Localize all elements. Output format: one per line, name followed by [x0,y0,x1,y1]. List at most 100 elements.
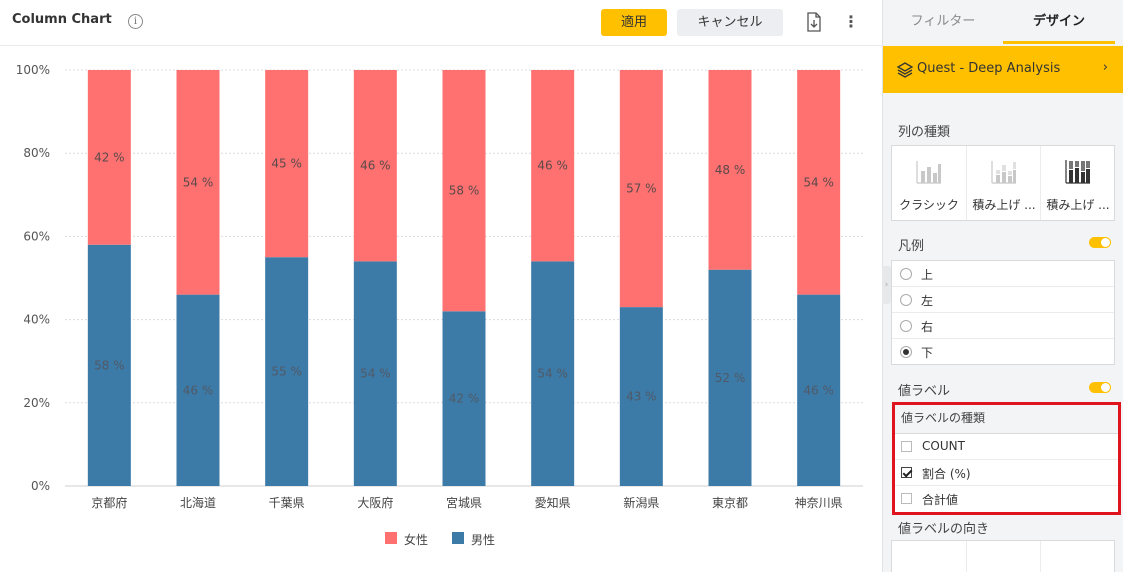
column-type-classic[interactable]: クラシック [892,146,966,220]
legend-label-male: 男性 [471,533,496,547]
checkbox-checked[interactable] [901,467,912,478]
x-tick-label: 千葉県 [269,496,305,510]
data-label-male: 58 % [94,358,125,372]
value-label-type-options: COUNT 割合 (%) 合計値 [895,433,1118,512]
data-label-female: 57 % [626,182,657,196]
column-type-classic-label: クラシック [899,198,959,212]
column-type-stacked-100-label: 積み上げ ... [1046,198,1110,212]
bar-segment-female [265,70,309,258]
radio-button[interactable] [900,320,912,332]
column-type-stacked-label: 積み上げ ... [972,198,1036,212]
bar-segment-female [797,70,841,295]
column-classic-icon [916,161,941,184]
design-panel: フィルター デザイン Quest - Deep Analysis › 列の種類 [882,0,1123,572]
column-stacked-icon [991,161,1016,184]
info-icon[interactable]: i [128,14,143,29]
data-label-female: 54 % [803,175,834,189]
legend-option-top[interactable]: 上 [892,261,1114,287]
active-tab-indicator [1003,41,1115,44]
stacked-column-chart: 0% 20% 40% 60% 80% 100% 58 % 42 % 京都府 46 % 54 % 北海道… [16,63,863,510]
x-tick-label: 京都府 [91,495,127,510]
checkbox[interactable] [901,441,912,452]
direction-option[interactable] [1040,541,1114,572]
bar-segment-male [619,307,663,486]
checkbox[interactable] [901,493,912,504]
data-label-female: 46 % [360,159,391,173]
data-label-male: 43 % [626,390,657,404]
bar-segment-male [797,294,841,486]
bar-segment-female [531,70,575,262]
bar-segment-male [87,244,131,486]
data-label-male: 54 % [360,367,391,381]
legend-swatch-female [385,532,397,544]
x-tick-label: 愛知県 [535,496,571,510]
bar-segment-male [265,257,309,486]
legend-option-label: 左 [921,294,934,308]
value-type-label: 合計値 [922,493,959,507]
value-label-toggle[interactable] [1089,382,1111,393]
bar-segment-male [442,311,486,486]
legend-section-label: 凡例 [898,239,925,254]
column-type-stacked-100[interactable]: 積み上げ ... [1040,146,1114,220]
bar-segment-female [442,70,486,312]
data-label-male: 55 % [271,365,302,379]
legend-toggle[interactable] [1089,237,1111,248]
column-stacked-100-icon [1065,160,1090,184]
dataset-label: Quest - Deep Analysis [917,61,1061,76]
data-label-female: 42 % [94,150,125,164]
value-label-direction-options [891,540,1115,572]
column-type-selector: クラシック 積み上げ ... [891,145,1115,221]
legend-label-female: 女性 [404,533,429,547]
column-type-stacked[interactable]: 積み上げ ... [966,146,1040,220]
value-label-type-highlight: 値ラベルの種類 COUNT 割合 (%) 合計値 [892,402,1121,515]
x-tick-label: 北海道 [180,495,216,510]
column-type-label: 列の種類 [898,125,951,140]
direction-option[interactable] [892,541,966,572]
bar-segment-female [353,70,397,262]
legend-option-label: 右 [921,320,934,334]
legend-option-right[interactable]: 右 [892,313,1114,339]
value-label-direction-label: 値ラベルの向き [898,522,990,537]
value-type-count[interactable]: COUNT [895,434,1118,460]
direction-option[interactable] [966,541,1040,572]
x-tick-label: 東京都 [712,496,748,510]
chart-title: Column Chart [12,12,112,27]
apply-button[interactable]: 適用 [601,9,667,36]
tab-design[interactable]: デザイン [1032,14,1085,29]
data-label-male: 52 % [715,371,746,385]
value-type-label: COUNT [922,439,965,453]
bar-segment-male [176,294,220,486]
y-tick-label: 80% [23,146,50,160]
value-type-sum[interactable]: 合計値 [895,486,1118,512]
cancel-button[interactable]: キャンセル [677,9,783,36]
data-label-male: 46 % [183,383,214,397]
bar-segment-female [87,70,131,245]
radio-button[interactable] [900,268,912,280]
value-type-label: 割合 (%) [922,467,971,481]
chart-toolbar: Column Chart i 適用 キャンセル ⋮ [0,0,882,46]
x-tick-label: 大阪府 [357,495,393,510]
legend-option-bottom[interactable]: 下 [892,339,1114,365]
y-tick-label: 60% [23,229,50,243]
layers-icon [896,62,914,78]
bar-segment-female [176,70,220,295]
radio-button[interactable] [900,294,912,306]
bar-segment-female [619,70,663,308]
y-tick-label: 0% [31,479,50,493]
x-tick-label: 新潟県 [623,495,659,510]
chevron-right-icon: › [1102,60,1108,75]
file-export-icon[interactable] [806,12,822,32]
bar-segment-male [531,261,575,486]
x-tick-label: 宮城県 [446,495,482,510]
y-tick-label: 20% [23,396,50,410]
data-label-female: 54 % [183,175,214,189]
radio-button-selected[interactable] [900,346,912,358]
panel-collapse-handle[interactable]: › [882,266,891,304]
chart-pane: Column Chart i 適用 キャンセル ⋮ 0% 20% 40% 60% 80%… [0,0,882,547]
legend-option-left[interactable]: 左 [892,287,1114,313]
data-label-male: 46 % [803,383,834,397]
tab-filter[interactable]: フィルター [910,14,976,29]
dataset-selector[interactable]: Quest - Deep Analysis › [883,46,1123,93]
more-vertical-icon[interactable]: ⋮ [843,12,859,31]
value-type-percent[interactable]: 割合 (%) [895,460,1118,486]
